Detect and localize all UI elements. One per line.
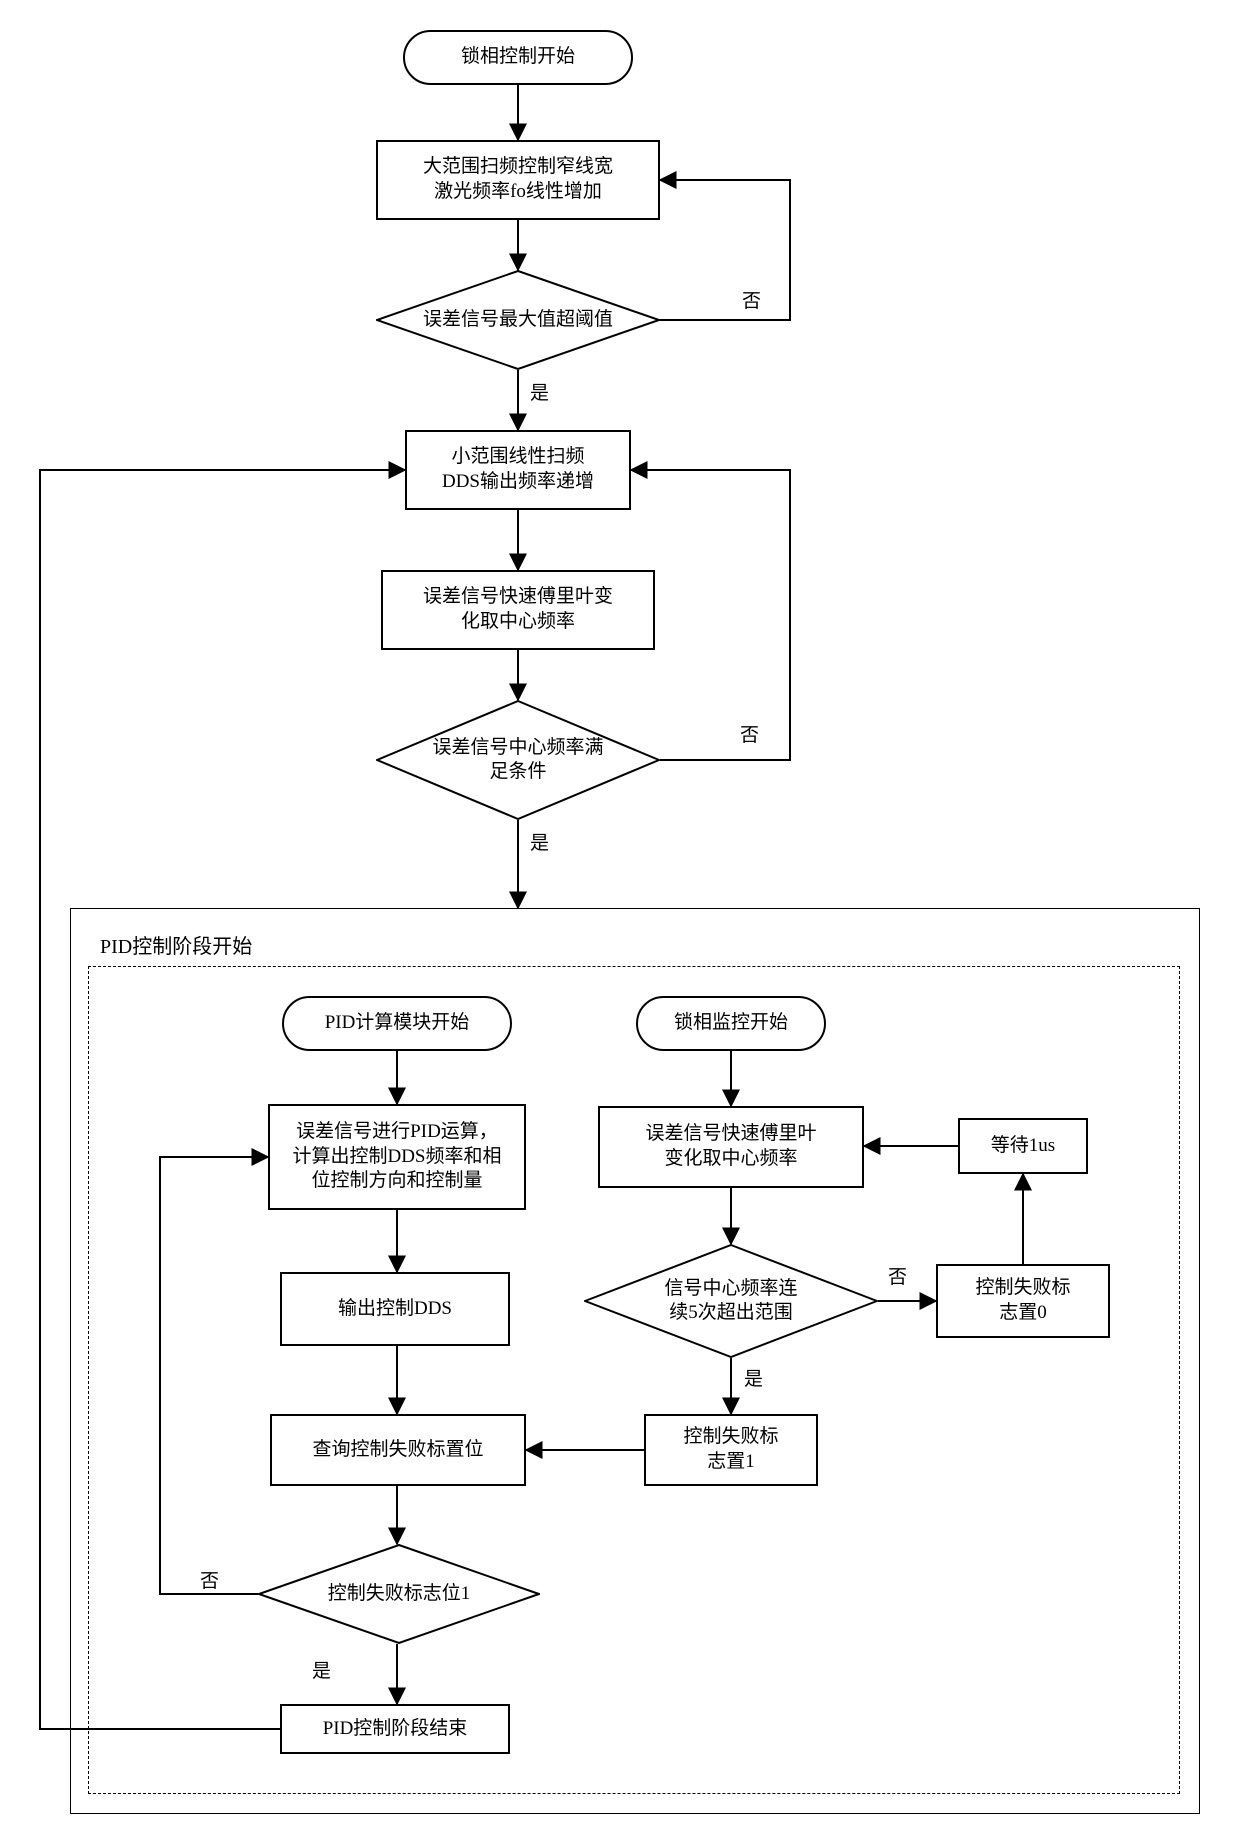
process-pid_end: PID控制阶段结束	[280, 1704, 510, 1754]
decision-five_times: 信号中心频率连续5次超出范围	[584, 1244, 878, 1358]
edge-3	[660, 180, 790, 320]
process-fail1: 控制失败标志置1	[644, 1414, 818, 1486]
process-query_fail: 查询控制失败标置位	[270, 1414, 526, 1486]
process-wait: 等待1us	[958, 1118, 1088, 1174]
flowchart-canvas: PID控制阶段开始 锁相控制开始大范围扫频控制窄线宽激光频率fo线性增加误差信号最…	[0, 0, 1240, 1843]
decision-fail_is1: 控制失败标志位1	[258, 1544, 540, 1644]
decision-label-five_times: 信号中心频率连续5次超出范围	[584, 1244, 878, 1358]
terminator-start: 锁相控制开始	[403, 30, 633, 85]
decision-thresh: 误差信号最大值超阈值	[376, 270, 660, 370]
process-pid_calc: 误差信号进行PID运算，计算出控制DDS频率和相位控制方向和控制量	[268, 1104, 526, 1210]
process-fft2: 误差信号快速傅里叶变化取中心频率	[598, 1106, 864, 1188]
container-title: PID控制阶段开始	[100, 930, 252, 959]
edge-label-center_no: 否	[740, 720, 759, 747]
decision-center_cond: 误差信号中心频率满足条件	[376, 700, 660, 820]
edge-label-thresh_yes: 是	[530, 378, 549, 405]
process-out_dds: 输出控制DDS	[280, 1272, 510, 1346]
terminator-pid_start: PID计算模块开始	[282, 996, 512, 1051]
edge-label-fail_yes: 是	[312, 1656, 331, 1683]
process-fail0: 控制失败标志置0	[936, 1264, 1110, 1338]
decision-label-thresh: 误差信号最大值超阈值	[376, 270, 660, 370]
edge-label-five_no: 否	[888, 1262, 907, 1289]
process-small_sweep: 小范围线性扫频DDS输出频率递增	[405, 430, 631, 510]
process-fft1: 误差信号快速傅里叶变化取中心频率	[381, 570, 655, 650]
decision-label-center_cond: 误差信号中心频率满足条件	[376, 700, 660, 820]
decision-label-fail_is1: 控制失败标志位1	[258, 1544, 540, 1644]
pid-stage-inner	[88, 966, 1180, 1794]
process-wide_sweep: 大范围扫频控制窄线宽激光频率fo线性增加	[376, 140, 660, 220]
edge-label-fail_no: 否	[200, 1566, 219, 1593]
terminator-mon_start: 锁相监控开始	[636, 996, 826, 1051]
edge-label-center_yes: 是	[530, 828, 549, 855]
edge-label-five_yes: 是	[744, 1364, 763, 1391]
edge-label-thresh_no: 否	[742, 286, 761, 313]
